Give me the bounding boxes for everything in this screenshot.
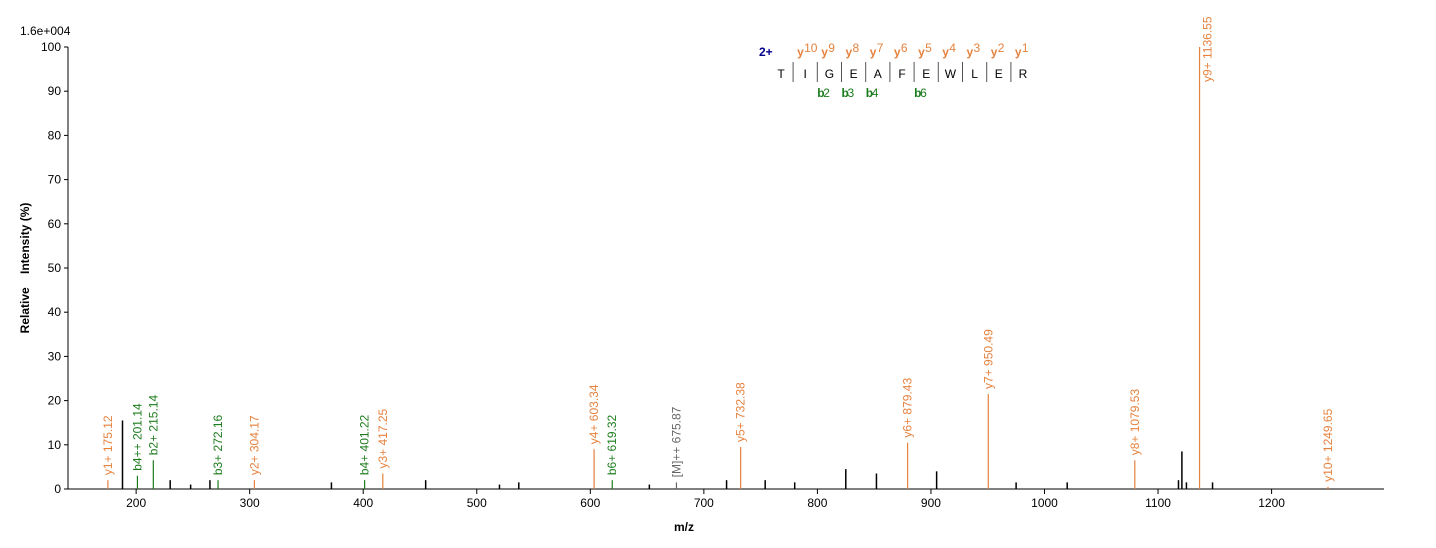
y-ion: y bbox=[870, 45, 877, 59]
residue: E bbox=[922, 67, 930, 81]
x-tick-label: 500 bbox=[467, 496, 487, 510]
y-ion-number: 8 bbox=[853, 41, 860, 55]
peak-label: b4++ 201.14 bbox=[130, 403, 144, 471]
y-ion-number: 2 bbox=[998, 41, 1005, 55]
peak-label: y6+ 879.43 bbox=[901, 378, 915, 438]
y-ion: y bbox=[846, 45, 853, 59]
residue: T bbox=[777, 67, 785, 81]
y-ion-number: 5 bbox=[925, 41, 932, 55]
x-tick-label: 1100 bbox=[1145, 496, 1171, 510]
residue: I bbox=[804, 67, 807, 81]
peak-label: y3+ 417.25 bbox=[376, 408, 390, 468]
peak-label: [M]++ 675.87 bbox=[669, 406, 683, 477]
y-tick-label: 0 bbox=[54, 482, 61, 496]
peak-label: b6+ 619.32 bbox=[605, 414, 619, 475]
y-ion-number: 1 bbox=[1022, 41, 1029, 55]
x-tick-label: 600 bbox=[580, 496, 600, 510]
y-ion: y bbox=[991, 45, 998, 59]
y-tick-label: 20 bbox=[48, 394, 62, 408]
residue: A bbox=[874, 67, 882, 81]
peak-label: y7+ 950.49 bbox=[981, 329, 995, 389]
residue: G bbox=[825, 67, 834, 81]
y-ion-number: 10 bbox=[804, 41, 818, 55]
peak-label: y1+ 175.12 bbox=[101, 415, 115, 475]
scale-label: 1.6e+004 bbox=[20, 24, 71, 38]
residue: F bbox=[898, 67, 905, 81]
x-tick-label: 400 bbox=[353, 496, 373, 510]
peak-label: b2+ 215.14 bbox=[146, 395, 160, 456]
y-ion-number: 7 bbox=[877, 41, 884, 55]
y-tick-label: 10 bbox=[48, 438, 62, 452]
x-tick-label: 1200 bbox=[1258, 496, 1285, 510]
y-axis-label: Relative Intensity (%) bbox=[18, 203, 32, 334]
x-axis-label: m/z bbox=[674, 520, 694, 534]
y-tick-label: 40 bbox=[48, 305, 62, 319]
residue: E bbox=[850, 67, 858, 81]
residue: W bbox=[945, 67, 957, 81]
peak-label: y5+ 732.38 bbox=[734, 382, 748, 442]
y-tick-label: 50 bbox=[48, 261, 62, 275]
y-tick-label: 100 bbox=[41, 40, 61, 54]
b-ion-number: 2 bbox=[823, 86, 830, 100]
x-tick-label: 200 bbox=[126, 496, 146, 510]
y-ion: y bbox=[821, 45, 828, 59]
peak-label: b3+ 272.16 bbox=[211, 414, 225, 475]
x-tick-label: 700 bbox=[694, 496, 714, 510]
peak-label: b4+ 401.22 bbox=[358, 414, 372, 475]
y-ion: y bbox=[797, 45, 804, 59]
residue: L bbox=[971, 67, 978, 81]
x-tick-label: 900 bbox=[921, 496, 941, 510]
peak-label: y2+ 304.17 bbox=[247, 415, 261, 475]
b-ion-number: 3 bbox=[848, 86, 855, 100]
peak-label: y9+ 1136.55 bbox=[1201, 16, 1215, 82]
charge: 2+ bbox=[759, 45, 773, 59]
b-ion-number: 6 bbox=[920, 86, 927, 100]
y-tick-label: 30 bbox=[48, 349, 62, 363]
y-tick-label: 70 bbox=[48, 173, 62, 187]
peak-label: y10+ 1249.65 bbox=[1321, 408, 1335, 481]
x-tick-label: 1000 bbox=[1031, 496, 1058, 510]
y-ion-number: 3 bbox=[974, 41, 981, 55]
b-ion-number: 4 bbox=[872, 86, 879, 100]
y-tick-label: 90 bbox=[48, 84, 62, 98]
peak-label: y4+ 603.34 bbox=[587, 384, 601, 444]
x-tick-label: 800 bbox=[807, 496, 827, 510]
b-ion: b bbox=[914, 86, 921, 100]
residue: E bbox=[995, 67, 1003, 81]
y-ion: y bbox=[1015, 45, 1022, 59]
y-ion: y bbox=[918, 45, 925, 59]
y-ion-number: 6 bbox=[901, 41, 908, 55]
peak-label: y8+ 1079.53 bbox=[1128, 389, 1142, 456]
y-ion: y bbox=[967, 45, 974, 59]
y-tick-label: 60 bbox=[48, 217, 62, 231]
residue: R bbox=[1019, 67, 1028, 81]
y-ion-number: 9 bbox=[828, 41, 835, 55]
y-ion: y bbox=[942, 45, 949, 59]
x-tick-label: 300 bbox=[240, 496, 260, 510]
b-ion: b bbox=[842, 86, 849, 100]
y-ion: y bbox=[894, 45, 901, 59]
y-tick-label: 80 bbox=[48, 128, 62, 142]
b-ion: b bbox=[817, 86, 824, 100]
b-ion: b bbox=[866, 86, 873, 100]
y-ion-number: 4 bbox=[949, 41, 956, 55]
